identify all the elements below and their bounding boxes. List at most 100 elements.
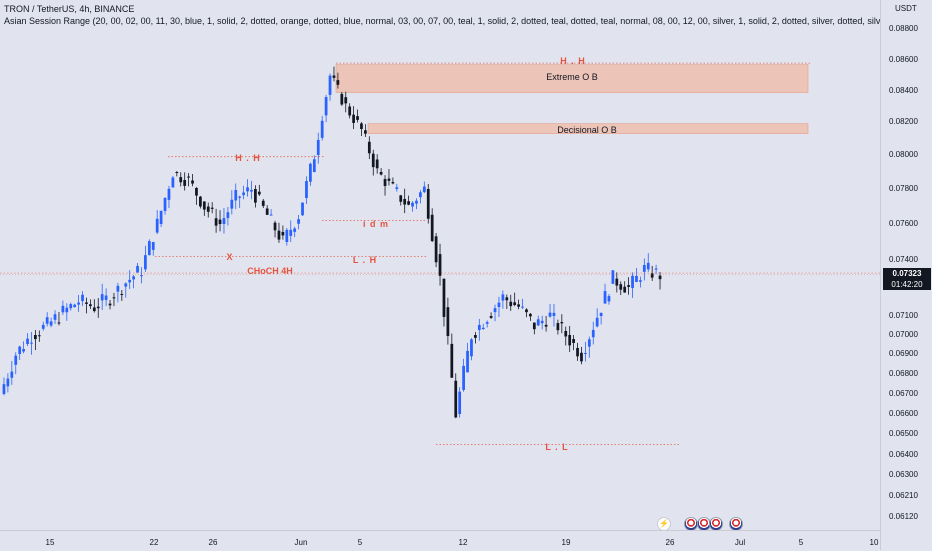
price-axis[interactable]: USDT 0.08800 0.08600 0.08400 0.08200 0.0…	[880, 0, 932, 550]
candle-body	[611, 270, 615, 284]
candle-body	[10, 371, 14, 378]
candle-body	[328, 75, 332, 95]
candle-body	[517, 304, 520, 307]
candle-body	[430, 214, 434, 242]
candle-body	[89, 304, 92, 307]
price-tick: 0.06600	[889, 409, 918, 418]
candle-body	[151, 242, 155, 250]
candle-body	[242, 192, 245, 196]
candle-body	[316, 139, 320, 155]
candle-countdown: 01:42:20	[891, 280, 923, 289]
candle-body	[124, 283, 128, 287]
candle-body	[195, 187, 198, 196]
decisional-ob-label: Decisional O B	[557, 125, 617, 135]
candle-body	[175, 172, 179, 173]
candle-body	[642, 264, 646, 272]
price-tick: 0.07800	[889, 184, 918, 193]
candle-body	[489, 316, 493, 318]
candle-body	[364, 130, 367, 134]
time-tick: 5	[357, 538, 363, 547]
current-price: 0.07323	[892, 269, 922, 278]
candle-body	[419, 192, 422, 198]
candle-body	[591, 329, 595, 338]
candle-body	[379, 172, 383, 175]
price-tick: 0.06500	[889, 429, 918, 438]
price-chart[interactable]	[0, 0, 880, 530]
candle-body	[426, 189, 430, 219]
candle-body	[556, 323, 560, 331]
price-tick: 0.06700	[889, 389, 918, 398]
candle-body	[536, 319, 540, 326]
candle-body	[411, 202, 414, 207]
candle-body	[183, 180, 187, 186]
us-flag-icon[interactable]	[684, 517, 698, 531]
candle-body	[312, 159, 316, 172]
candle-body	[199, 196, 202, 207]
candle-body	[22, 349, 25, 352]
candle-body	[607, 296, 611, 302]
candle-body	[34, 335, 37, 340]
candle-body	[147, 241, 151, 256]
candle-body	[356, 116, 359, 120]
chart-title[interactable]: TRON / TetherUS, 4h, BINANCE	[4, 4, 135, 14]
time-tick: 15	[45, 538, 55, 547]
time-tick: 10	[869, 538, 879, 547]
candle-body	[544, 324, 548, 327]
candle-body	[434, 236, 438, 263]
candle-body	[501, 294, 505, 301]
candle-body	[26, 338, 29, 344]
candle-body	[144, 255, 147, 270]
flash-icon[interactable]: ⚡	[657, 517, 671, 531]
indicator-legend[interactable]: Asian Session Range (20, 00, 02, 00, 11,…	[4, 16, 932, 26]
price-tick: 0.08000	[889, 150, 918, 159]
candle-body	[572, 338, 575, 343]
candle-body	[387, 178, 391, 181]
lh-label: L . H	[352, 255, 378, 265]
candle-body	[6, 378, 10, 387]
time-axis[interactable]: 15 22 26 Jun 5 12 19 26 Jul 5 10	[0, 530, 880, 551]
candle-body	[257, 191, 261, 195]
ll-label: L . L	[545, 442, 569, 452]
candle-body	[92, 307, 96, 312]
candle-body	[140, 275, 143, 277]
candle-body	[206, 206, 210, 212]
candle-body	[218, 219, 222, 225]
candle-body	[85, 302, 88, 304]
price-tick: 0.06900	[889, 349, 918, 358]
us-flag-icon[interactable]	[729, 517, 743, 531]
candle-body	[470, 339, 473, 357]
time-tick: 5	[798, 538, 804, 547]
candle-body	[81, 294, 84, 302]
hh-top-label: H . H	[560, 56, 586, 66]
candle-body	[497, 302, 501, 308]
candle-body	[340, 93, 344, 105]
candle-body	[324, 97, 328, 116]
candle-body	[580, 352, 583, 362]
candle-body	[462, 365, 465, 390]
candle-body	[128, 279, 132, 283]
candle-body	[403, 198, 407, 205]
chart-area[interactable]: TRON / TetherUS, 4h, BINANCE Asian Sessi…	[0, 0, 932, 531]
order-block-zone	[335, 64, 809, 93]
price-tick: 0.08600	[889, 55, 918, 64]
price-tick: 0.08400	[889, 86, 918, 95]
candle-body	[320, 120, 324, 138]
candle-body	[65, 307, 69, 313]
candle-body	[293, 228, 297, 232]
price-tick: 0.07400	[889, 255, 918, 264]
candle-body	[552, 312, 556, 316]
candle-body	[171, 177, 175, 188]
price-tick: 0.07000	[889, 330, 918, 339]
candle-body	[120, 294, 124, 296]
candle-body	[619, 284, 623, 290]
candle-body	[584, 352, 587, 354]
candle-body	[187, 176, 190, 178]
candle-body	[179, 177, 183, 183]
candle-body	[623, 286, 627, 293]
price-tick: 0.07100	[889, 311, 918, 320]
us-flag-icon[interactable]	[709, 517, 723, 531]
choch-label: CHoCH 4H	[247, 266, 293, 276]
candle-body	[96, 306, 100, 309]
candle-body	[509, 301, 513, 307]
candle-body	[615, 278, 619, 286]
